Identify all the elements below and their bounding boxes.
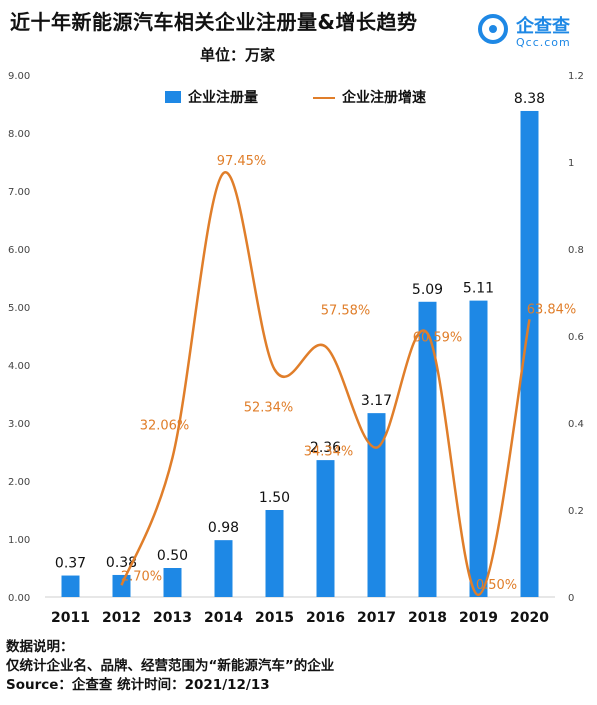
chart-title: 近十年新能源汽车相关企业注册量&增长趋势 [10, 10, 418, 34]
y-right-tick-label: 0.2 [568, 506, 584, 517]
logo-domain: Qcc.com [516, 36, 571, 49]
x-tick-label: 2016 [306, 610, 345, 626]
legend-bar-label: 企业注册量 [188, 90, 258, 106]
y-right-tick-label: 0 [568, 593, 574, 604]
x-tick-label: 2015 [255, 610, 294, 626]
bar-value-label: 1.50 [259, 490, 290, 506]
logo-ring-icon [478, 14, 508, 44]
bar-value-label: 3.17 [361, 393, 392, 409]
y-right-tick-label: 1.2 [568, 71, 584, 82]
y-left-tick-label: 3.00 [8, 419, 30, 430]
line-value-label: 60.59% [413, 330, 463, 345]
bar [214, 540, 233, 597]
x-tick-label: 2019 [459, 610, 498, 626]
y-left-tick-label: 7.00 [8, 187, 30, 198]
legend-line-label: 企业注册增速 [342, 90, 426, 106]
y-left-tick-label: 5.00 [8, 303, 30, 314]
notes-line1: 仅统计企业名、品牌、经营范围为“新能源汽车”的企业 [6, 658, 335, 674]
bar [520, 110, 539, 598]
line-value-label: 34.34% [304, 445, 354, 460]
bar [316, 460, 335, 597]
line-value-label: 97.45% [217, 154, 267, 169]
logo-name: 企查查 [516, 16, 570, 37]
bar-value-label: 8.38 [514, 91, 545, 107]
y-left-tick-label: 4.00 [8, 361, 30, 372]
bar [112, 574, 131, 597]
bar [418, 301, 437, 597]
bar [163, 568, 182, 597]
legend-bar-swatch [165, 91, 181, 103]
y-left-tick-label: 1.00 [8, 535, 30, 546]
x-tick-label: 2011 [51, 610, 90, 626]
bar-value-label: 2.36 [310, 440, 341, 456]
y-left-tick-label: 8.00 [8, 129, 30, 140]
line-value-label: 32.06% [140, 419, 190, 434]
x-tick-label: 2014 [204, 610, 243, 626]
bar-value-label: 0.98 [208, 520, 239, 536]
y-right-tick-label: 0.4 [568, 419, 584, 430]
notes-heading: 数据说明： [6, 639, 74, 655]
bar-value-label: 5.11 [463, 281, 494, 297]
x-tick-label: 2020 [510, 610, 549, 626]
y-left-tick-label: 0.00 [8, 593, 30, 604]
line-value-label: 0.50% [476, 578, 517, 593]
y-left-tick-label: 6.00 [8, 245, 30, 256]
bar-value-label: 0.50 [157, 548, 188, 564]
data-notes: 数据说明： 仅统计企业名、品牌、经营范围为“新能源汽车”的企业 Source：企… [6, 638, 334, 695]
brand-logo: 企查查 Qcc.com [478, 12, 588, 52]
x-tick-label: 2018 [408, 610, 447, 626]
x-tick-label: 2013 [153, 610, 192, 626]
y-right-tick-label: 1 [568, 158, 574, 169]
line-value-label: 57.58% [321, 304, 371, 319]
bar [265, 510, 284, 597]
bar-value-label: 0.37 [55, 556, 86, 572]
legend-line-swatch [313, 97, 335, 99]
notes-source: Source：企查查 统计时间：2021/12/13 [6, 677, 270, 693]
growth-rate-line [120, 171, 531, 597]
x-tick-label: 2017 [357, 610, 396, 626]
logo-dot-icon [489, 25, 497, 33]
line-value-label: 52.34% [244, 400, 294, 415]
bar [61, 575, 80, 597]
bar-value-label: 5.09 [412, 282, 443, 298]
line-value-label: 63.84% [527, 302, 577, 317]
y-right-tick-label: 0.8 [568, 245, 584, 256]
unit-label: 单位：万家 [200, 46, 276, 64]
bar [469, 300, 488, 597]
y-left-tick-label: 9.00 [8, 71, 30, 82]
line-value-label: 2.70% [121, 569, 162, 584]
x-tick-label: 2012 [102, 610, 141, 626]
y-left-tick-label: 2.00 [8, 477, 30, 488]
y-right-tick-label: 0.6 [568, 332, 584, 343]
bar [367, 413, 386, 597]
